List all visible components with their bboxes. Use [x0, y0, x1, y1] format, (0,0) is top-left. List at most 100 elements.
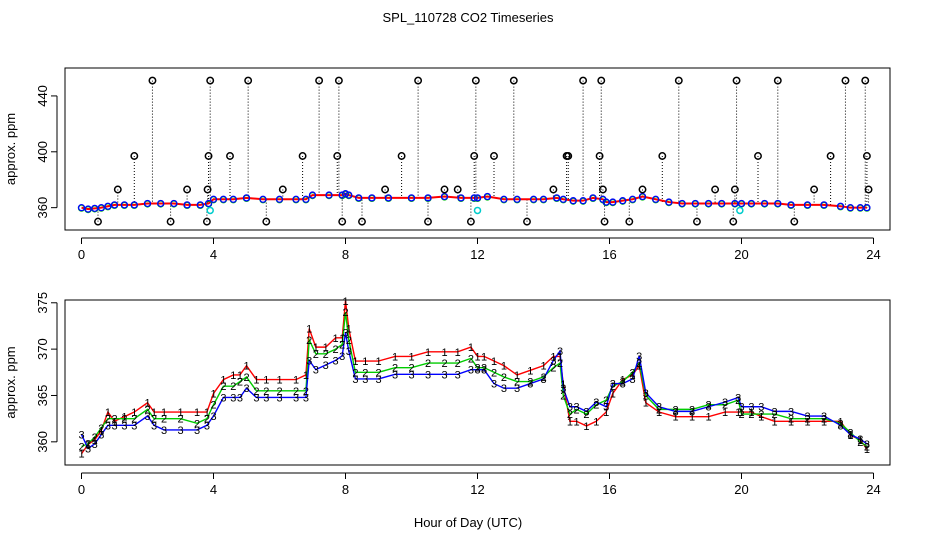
bottom-series-1-point: 1: [857, 435, 863, 447]
bottom-series-1-point: 1: [481, 351, 487, 363]
top-spike-point: [864, 185, 873, 194]
bottom-series-1-point: 1: [177, 407, 183, 419]
bottom-series-1-point: 1: [85, 439, 91, 451]
bottom-series-3-point: 3: [392, 369, 398, 381]
top-spike-point: [453, 185, 462, 194]
bottom-series-2-point: 2: [738, 409, 744, 421]
bottom-series-1-point: 1: [323, 342, 329, 354]
bottom-series-1-point: 1: [620, 375, 626, 387]
bottom-series-1-point: 1: [352, 356, 358, 368]
bottom-series-3-point: 3: [85, 443, 91, 455]
bottom-series-2-point: 2: [804, 414, 810, 426]
bottom-series-1-point: 1: [735, 407, 741, 419]
top-spike-point: [826, 152, 835, 160]
top-spike-point: [94, 217, 102, 226]
top-baseline-point: [424, 194, 432, 202]
top-spike-point: [523, 217, 531, 226]
bottom-series-2-point: 2: [550, 363, 556, 375]
bottom-series-1-point: 1: [758, 412, 764, 424]
bottom-series-1-point: 1: [455, 347, 461, 359]
bottom-series-3-point: 3: [237, 392, 243, 404]
bottom-series-2-point: 2: [620, 377, 626, 389]
bottom-series-1-point: 1: [583, 421, 589, 433]
top-baseline-point: [846, 204, 855, 212]
bottom-series-2-point: 2: [92, 432, 98, 444]
top-baseline-point: [292, 195, 300, 203]
bottom-series-1-point: 1: [514, 370, 520, 382]
bottom-series-3-point: 3: [722, 397, 728, 409]
bottom-series-3-point: 3: [567, 402, 573, 414]
top-baseline-point: [803, 201, 812, 209]
top-x-tick-label: 20: [734, 247, 748, 262]
bottom-series-3-point: 3: [177, 425, 183, 437]
top-spike-point: [861, 76, 870, 85]
bottom-series-2-point: 2: [474, 363, 480, 375]
top-baseline-point: [760, 199, 769, 208]
bottom-series-2-point: 2: [527, 377, 533, 389]
top-spike-point: [470, 152, 479, 160]
bottom-series-3-point: 3: [230, 392, 236, 404]
bottom-series-3-point: 3: [468, 365, 474, 377]
top-y-tick-label: 360: [35, 197, 50, 219]
bottom-series-1-point: 1: [474, 351, 480, 363]
bottom-series-2-point: 2: [177, 414, 183, 426]
bottom-series-3-point: 3: [620, 379, 626, 391]
top-spike-point: [148, 76, 157, 85]
bottom-series-3-point: 3: [821, 411, 827, 423]
bottom-series-1-point: 1: [194, 407, 200, 419]
bottom-series-3-point: 3: [210, 411, 216, 423]
top-baseline-point: [457, 194, 465, 202]
top-baseline-point: [157, 199, 165, 208]
bottom-series-1-point: 1: [276, 375, 282, 387]
top-spike-point: [490, 152, 498, 160]
top-spike-point: [595, 152, 604, 160]
top-spike-point: [471, 76, 480, 85]
top-y-tick-label: 400: [35, 141, 50, 163]
top-baseline-point: [104, 202, 112, 210]
bottom-series-3-point: 3: [593, 397, 599, 409]
top-baseline-point: [355, 194, 363, 202]
bottom-series-1-point: 1: [408, 351, 414, 363]
top-baseline-point: [440, 192, 449, 201]
bottom-series-2-point: 2: [540, 372, 546, 384]
top-y-axis-label: approx. ppm: [3, 113, 18, 185]
top-baseline-point: [196, 201, 204, 209]
bottom-series-2-point: 2: [656, 404, 662, 416]
bottom-series-1-point: 1: [375, 356, 381, 368]
top-baseline-point: [170, 199, 178, 208]
x-axis-label: Hour of Day (UTC): [414, 515, 522, 530]
top-spike-point: [564, 152, 573, 160]
top-spike-point: [298, 152, 307, 160]
bottom-series-3-point: 3: [346, 346, 352, 358]
bottom-series-2-point: 2: [263, 386, 269, 398]
bottom-series-1-point: 1: [788, 416, 794, 428]
bottom-series-2-point: 2: [857, 437, 863, 449]
bottom-series-3-point: 3: [788, 406, 794, 418]
bottom-series-2-point: 2: [689, 404, 695, 416]
bottom-series-3-point: 3: [610, 379, 616, 391]
bottom-series-2-point: 2: [362, 367, 368, 379]
bottom-series-3-point: 3: [583, 406, 589, 418]
bottom-series-2-point: 2: [748, 409, 754, 421]
bottom-series-1-point: 1: [339, 333, 345, 345]
bottom-series-2-point: 2: [567, 409, 573, 421]
bottom-series-2-point: 2: [210, 400, 216, 412]
top-baseline-point: [143, 199, 152, 208]
bottom-series-2-point: 2: [771, 409, 777, 421]
bottom-series-1-point: 1: [722, 407, 728, 419]
bottom-series-1-point: 1: [306, 324, 312, 336]
top-baseline-point: [836, 202, 845, 210]
top-spike-point: [204, 152, 213, 160]
top-spike-point: [790, 217, 799, 226]
top-baseline-point: [500, 195, 508, 203]
top-spike-point: [278, 185, 287, 194]
top-spike-point: [730, 185, 739, 194]
bottom-series-3-point: 3: [738, 402, 744, 414]
bottom-series-2-point: 2: [293, 386, 299, 398]
bottom-series-1-point: 1: [346, 324, 352, 336]
top-baseline-point: [473, 194, 482, 202]
bottom-series-2-point: 2: [501, 372, 507, 384]
bottom-series-3-point: 3: [705, 402, 711, 414]
bottom-x-tick-label: 8: [342, 482, 349, 497]
